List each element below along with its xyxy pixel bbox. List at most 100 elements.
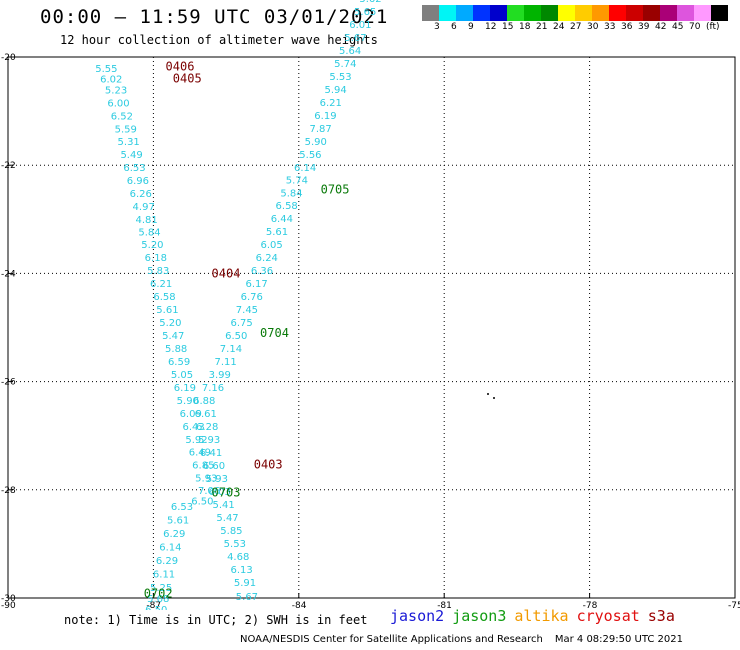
- y-tick-label: -28: [1, 486, 16, 496]
- wave-height-value: 5.59: [115, 124, 137, 135]
- wave-height-value: 3.99: [209, 370, 231, 381]
- wave-height-value: 5.90: [305, 137, 327, 148]
- color-scale-label: 70: [689, 22, 701, 32]
- map-title: 00:00 – 11:59 UTC 03/01/2021: [40, 6, 389, 28]
- wave-height-value: 5.92: [185, 435, 207, 446]
- wave-height-value: 6.76: [241, 292, 263, 303]
- wave-height-value: 5.20: [141, 240, 163, 251]
- wave-height-value: 6.53: [171, 502, 193, 513]
- footnote: note: 1) Time is in UTC; 2) SWH is in fe…: [64, 613, 368, 627]
- altimeter-map: -20 -22 -24 -26 -28 -30-90 -87 -84 -81 -78 -75 5.5…: [1, 0, 740, 610]
- track-0702: 6.535.616.296.146.296.115.255.686.505.73…: [144, 502, 193, 610]
- color-scale-label: 9: [468, 22, 474, 32]
- wave-height-value: 5.41: [213, 500, 235, 511]
- wave-height-value: 5.94: [324, 85, 346, 96]
- credit-text: NOAA/NESDIS Center for Satellite Applica…: [240, 634, 543, 645]
- color-swatch: [456, 5, 473, 21]
- wave-height-value: 5.90: [177, 396, 199, 407]
- legend-altika: altika: [514, 607, 569, 625]
- wave-height-value: 6.41: [200, 448, 222, 459]
- satellite-tracks: 5.556.02 0406 5.23 6.00 6.52 5.59 5.31 5.49 6.53…: [95, 0, 382, 610]
- x-tick-label: -78: [583, 601, 598, 610]
- track-0403: 6.50 0403: [191, 457, 282, 507]
- wave-height-value: 6.58: [276, 201, 298, 212]
- wave-height-value: 5.61: [167, 516, 189, 527]
- legend-jason3: jason3: [452, 607, 507, 625]
- wave-height-value: 7.06: [198, 486, 220, 497]
- wave-height-value: 6.59: [168, 357, 190, 368]
- x-tick-label: -87: [146, 601, 161, 610]
- wave-height-value: 6.29: [156, 556, 178, 567]
- axis-ticks: -20 -22 -24 -26 -28 -30-90 -87 -84 -81 -78 -75: [1, 53, 740, 610]
- pass-label: 0704: [260, 326, 289, 340]
- wave-height-value: 6.61: [195, 409, 217, 420]
- color-scale-label: 33: [604, 22, 616, 32]
- color-swatch: [609, 5, 626, 21]
- wave-height-value: 5.62: [359, 0, 381, 5]
- map-subtitle: 12 hour collection of altimeter wave hei…: [60, 33, 378, 47]
- wave-height-value: 7.16: [202, 383, 224, 394]
- wave-height-value: 6.75: [230, 318, 252, 329]
- wave-height-value: 5.47: [216, 513, 238, 524]
- pass-label: 0702: [144, 587, 173, 601]
- wave-height-value: 7.45: [236, 305, 258, 316]
- legend-s3a: s3a: [647, 607, 675, 625]
- wave-height-value: 6.50: [191, 497, 213, 508]
- pass-label: 0703: [212, 486, 241, 500]
- y-tick-label: -26: [1, 378, 16, 388]
- x-tick-label: -84: [292, 601, 307, 610]
- wave-height-value: 6.21: [320, 98, 342, 109]
- wave-height-value: 6.09: [180, 409, 202, 420]
- y-tick-label: -24: [1, 269, 16, 279]
- wave-height-value: 5.67: [344, 33, 366, 44]
- wave-height-value: 5.67: [236, 592, 258, 603]
- wave-height-value: 6.52: [111, 111, 133, 122]
- wave-height-value: 6.50: [145, 605, 167, 610]
- color-swatch: [592, 5, 609, 21]
- wave-height-value: 5.68: [147, 594, 169, 605]
- island-marker: [487, 393, 489, 395]
- wave-height-value: 5.61: [266, 227, 288, 238]
- color-scale-labels: 3 6 9 12 15 18 21 24 27 30 33 36 39 42 45 70 (ft): [422, 22, 740, 34]
- wave-height-value: 6.13: [230, 565, 252, 576]
- color-swatch: [626, 5, 643, 21]
- color-scale-label: 18: [519, 22, 531, 32]
- y-tick-label: -22: [1, 161, 16, 171]
- wave-height-value: 6.60: [203, 461, 225, 472]
- color-swatch: [694, 5, 711, 21]
- color-scale-label: 24: [553, 22, 565, 32]
- wave-height-value: 7.87: [309, 124, 331, 135]
- map-border: [7, 56, 736, 599]
- wave-height-value: 4.68: [227, 552, 249, 563]
- wave-height-value: 5.74: [286, 175, 308, 186]
- color-scale-label: 45: [672, 22, 684, 32]
- color-swatch: [439, 5, 456, 21]
- wave-height-value: 5.23: [105, 85, 127, 96]
- wave-height-value: 5.74: [334, 59, 356, 70]
- wave-height-value: 6.36: [251, 266, 273, 277]
- color-swatch: [643, 5, 660, 21]
- wave-height-value: 5.64: [339, 46, 361, 57]
- map-frame: [7, 56, 736, 599]
- color-scale-label: 36: [621, 22, 633, 32]
- generation-timestamp: Mar 4 08:29:50 UTC 2021: [554, 634, 683, 645]
- color-scale-label: 30: [587, 22, 599, 32]
- wave-height-value: 6.44: [271, 214, 293, 225]
- wave-height-value: 6.14: [294, 163, 316, 174]
- wave-height-value: 6.85: [192, 460, 214, 471]
- color-swatch: [524, 5, 541, 21]
- wave-height-value: 6.18: [145, 253, 167, 264]
- color-swatch: [422, 5, 439, 21]
- wave-height-value: 5.93: [206, 474, 228, 485]
- color-scale-label: 12: [485, 22, 497, 32]
- wave-height-value: 5.93: [195, 473, 217, 484]
- color-swatch: [541, 5, 558, 21]
- wave-height-value: 5.85: [220, 526, 242, 537]
- color-scale-label: 27: [570, 22, 582, 32]
- legend-cryosat: cryosat: [576, 607, 640, 625]
- track-0705: 6.14 5.56 5.90 7.87 6.19 6.21 5.94 5.53 5.74 5.64…: [294, 0, 382, 197]
- satellite-legend: jason2 jason3 altika cryosat s3a: [390, 607, 683, 625]
- color-swatch: [660, 5, 677, 21]
- wave-height-color-scale: [422, 5, 728, 21]
- wave-height-value: 4.97: [133, 202, 155, 213]
